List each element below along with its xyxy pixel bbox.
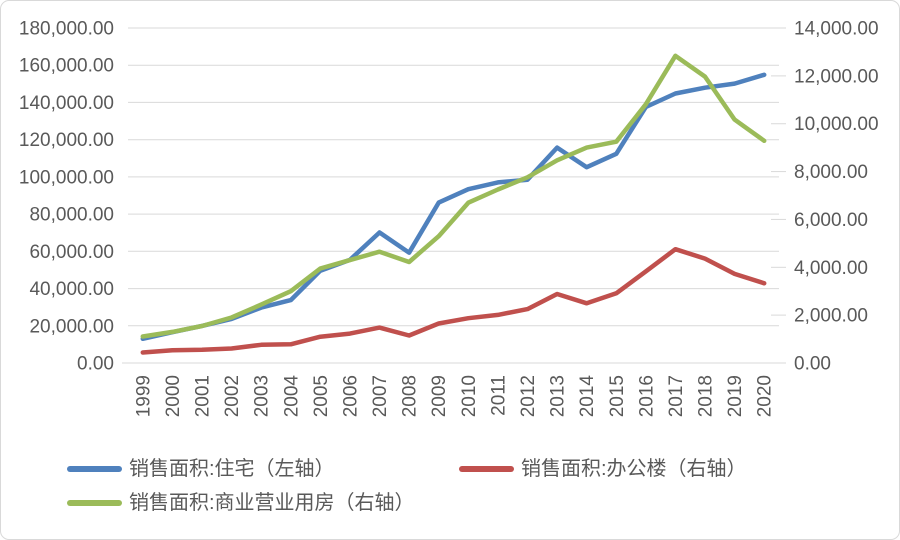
x-axis-tick-label: 2014 (577, 375, 598, 418)
left-axis-tick-label: 40,000.00 (29, 279, 114, 300)
x-axis-tick-label: 2009 (429, 375, 450, 417)
legend-marker-office (459, 466, 514, 472)
left-axis-tick-label: 20,000.00 (29, 316, 114, 337)
x-axis-tick-label: 2011 (488, 375, 509, 416)
legend-label-commercial: 销售面积:商业营业用房（右轴） (129, 492, 415, 514)
x-axis-tick-label: 2001 (193, 375, 214, 417)
right-axis-tick-label: 4,000.00 (794, 258, 868, 279)
right-axis-tick-label: 8,000.00 (794, 162, 868, 183)
x-axis-tick-label: 1999 (133, 375, 154, 417)
left-axis-tick-label: 120,000.00 (19, 130, 114, 151)
right-axis-tick-label: 10,000.00 (794, 114, 879, 135)
x-axis-tick-label: 2006 (340, 375, 361, 417)
x-axis-tick-label: 2007 (370, 375, 391, 417)
left-axis-tick-label: 60,000.00 (29, 242, 114, 263)
legend-marker-commercial (67, 500, 122, 506)
x-axis-tick-label: 2005 (311, 375, 332, 417)
legend-label-residential: 销售面积:住宅（左轴） (129, 458, 335, 480)
x-axis-tick-label: 2003 (252, 375, 273, 417)
left-axis-tick-label: 140,000.00 (19, 93, 114, 114)
x-axis-tick-label: 2004 (281, 375, 302, 418)
x-axis-tick-label: 2012 (518, 375, 539, 417)
x-axis-tick-label: 2018 (696, 375, 717, 417)
left-axis-tick-label: 0.00 (77, 354, 114, 375)
series-line-commercial (140, 53, 767, 339)
x-axis-tick-label: 2000 (163, 375, 184, 417)
series-line-residential (140, 72, 767, 342)
left-axis-tick-label: 100,000.00 (19, 167, 114, 188)
x-axis-tick-label: 2008 (400, 375, 421, 417)
right-axis-tick-label: 2,000.00 (794, 306, 868, 327)
x-axis-tick-label: 2019 (725, 375, 746, 417)
legend-item-residential: 销售面积:住宅（左轴） (67, 458, 335, 480)
left-axis-tick-label: 80,000.00 (29, 205, 114, 226)
x-axis-tick-label: 2020 (755, 375, 776, 417)
series-line-office (140, 246, 767, 355)
right-axis-tick-label: 14,000.00 (794, 19, 879, 40)
x-axis-tick-label: 2002 (222, 375, 243, 417)
x-axis-tick-label: 2010 (459, 375, 480, 417)
x-axis-tick-label: 2015 (607, 375, 628, 417)
x-axis-tick-label: 2017 (666, 375, 687, 417)
legend-marker-residential (67, 466, 122, 472)
x-axis-tick-label: 2016 (636, 375, 657, 417)
left-axis-tick-label: 180,000.00 (19, 19, 114, 40)
right-axis-tick-label: 12,000.00 (794, 66, 879, 87)
right-axis-tick-label: 6,000.00 (794, 210, 868, 231)
x-axis-tick-label: 2013 (548, 375, 569, 417)
legend-item-office: 销售面积:办公楼（右轴） (459, 458, 747, 480)
legend-label-office: 销售面积:办公楼（右轴） (521, 458, 747, 480)
right-axis-tick-label: 0.00 (794, 354, 831, 375)
legend-item-commercial: 销售面积:商业营业用房（右轴） (67, 492, 415, 514)
left-axis-tick-label: 160,000.00 (19, 56, 114, 77)
